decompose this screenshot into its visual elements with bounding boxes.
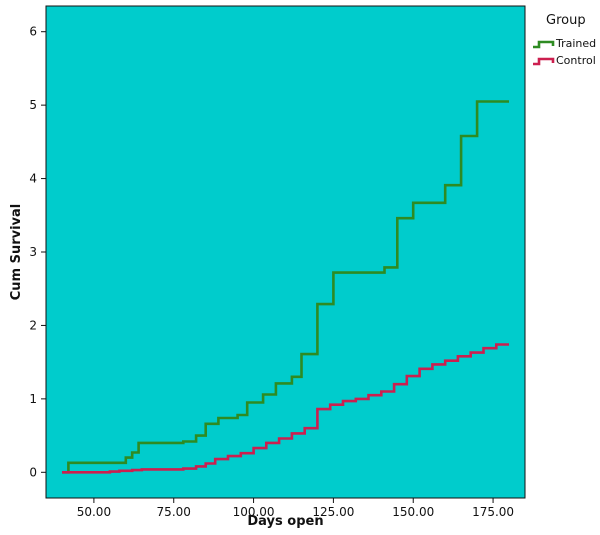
y-tick-label: 5 [29,98,37,112]
y-tick-label: 3 [29,245,37,259]
series-line-trained [62,100,509,474]
x-axis-ticks: 50.00 75.00 100.00 125.00 150.00 175.00 [77,498,514,519]
series-layer [62,100,509,474]
legend: Group Trained Control [533,13,596,67]
x-tick-label: 150.00 [392,505,434,519]
legend-swatch-trained [533,40,555,49]
x-tick-label: 100.00 [233,505,275,519]
x-tick-label: 175.00 [472,505,514,519]
y-axis-ticks: 0 1 2 3 4 5 6 [29,25,46,479]
x-tick-label: 50.00 [77,505,111,519]
legend-title: Group [546,13,586,28]
series-line-control [62,343,509,474]
x-tick-label: 75.00 [157,505,191,519]
y-tick-label: 6 [29,25,37,39]
plot-area [45,5,526,499]
y-tick-label: 4 [29,172,37,186]
legend-label-trained: Trained [555,37,596,50]
y-axis-title: Cum Survival [9,204,24,301]
y-tick-label: 1 [29,392,37,406]
legend-swatch-control [533,57,555,66]
x-tick-label: 125.00 [312,505,354,519]
legend-label-control: Control [556,54,596,67]
y-tick-label: 2 [29,318,37,332]
x-axis-title: Days open [247,514,323,529]
y-tick-label: 0 [29,465,37,479]
